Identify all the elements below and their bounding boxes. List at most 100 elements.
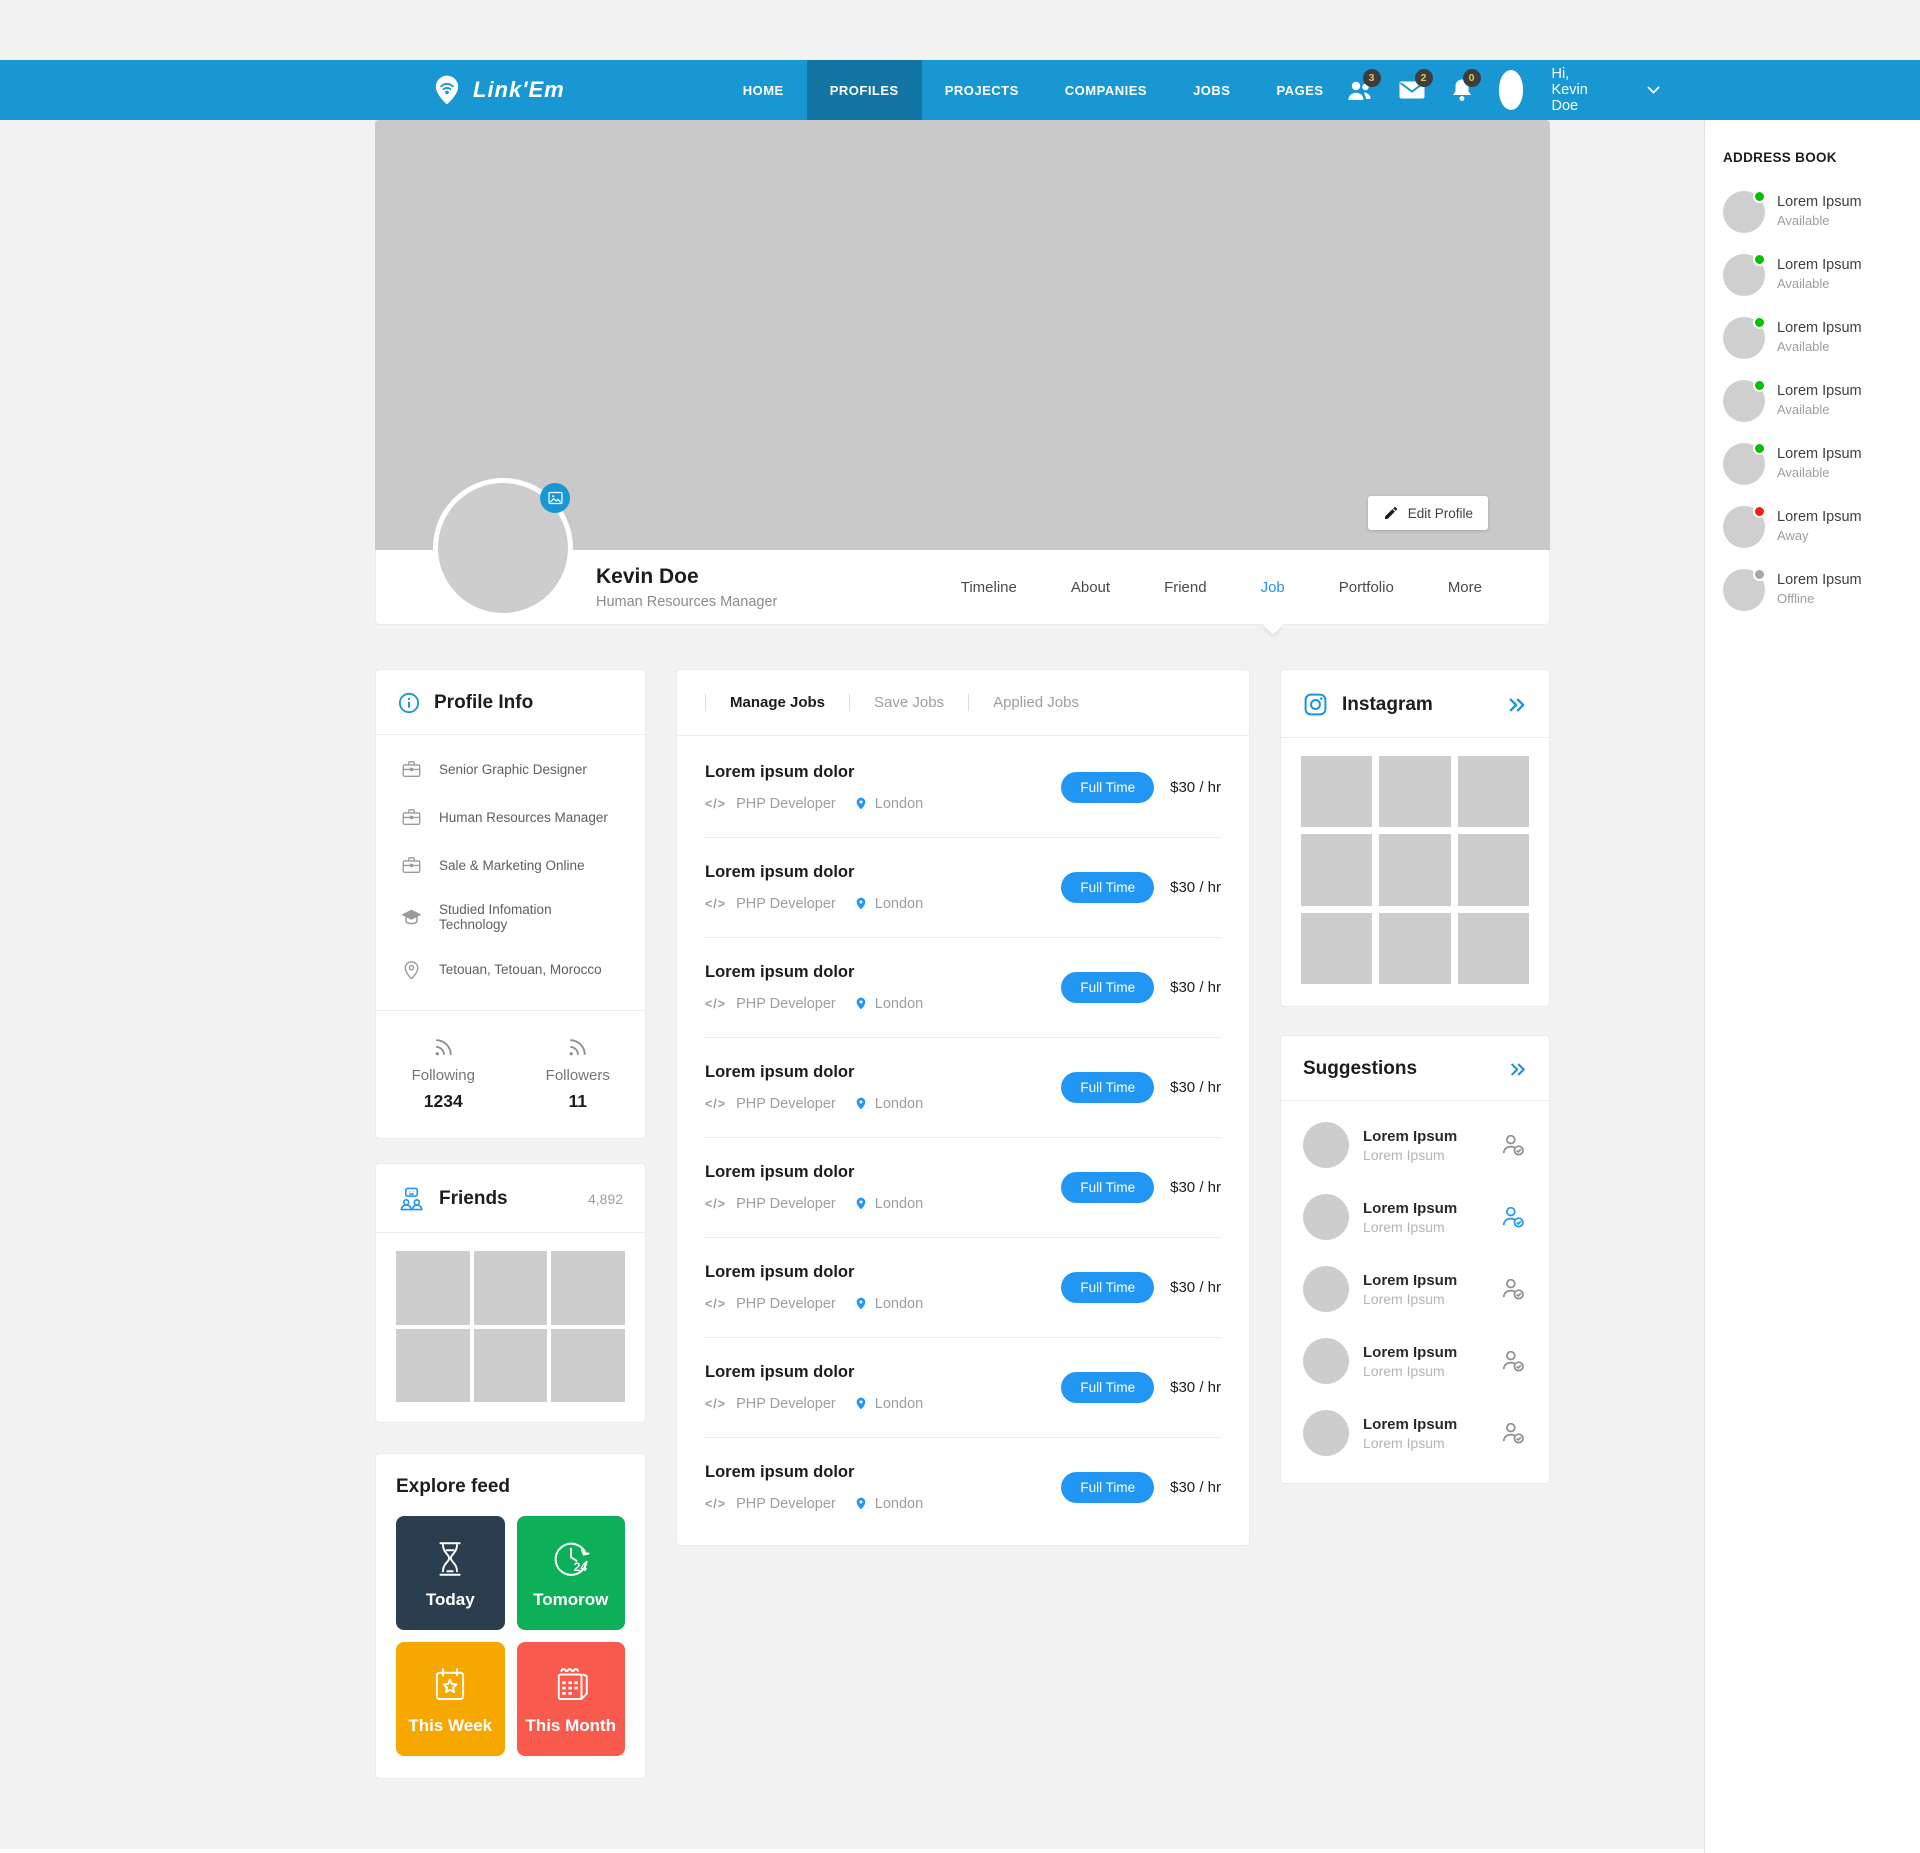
job-info: Lorem ipsum dolor </> PHP Developer bbox=[705, 863, 923, 912]
add-friend-button[interactable] bbox=[1500, 1348, 1527, 1374]
add-friend-button[interactable] bbox=[1500, 1276, 1527, 1302]
explore-tile-label: This Month bbox=[525, 1715, 617, 1735]
job-rate: $30 / hr bbox=[1170, 879, 1221, 896]
svg-text:24: 24 bbox=[574, 1560, 588, 1574]
contact-status: Available bbox=[1777, 275, 1830, 291]
chevron-down-icon[interactable] bbox=[1647, 86, 1660, 95]
instagram-photo[interactable] bbox=[1457, 912, 1530, 985]
job-row[interactable]: Lorem ipsum dolor </> PHP Developer bbox=[705, 1438, 1221, 1537]
explore-tile[interactable]: 24 Tomorow bbox=[516, 1516, 625, 1631]
add-friend-button[interactable] bbox=[1500, 1420, 1527, 1446]
address-book-contact[interactable]: Lorem Ipsum Available bbox=[1723, 253, 1904, 296]
code-icon: </> bbox=[705, 1196, 727, 1211]
address-book-contact[interactable]: Lorem Ipsum Offline bbox=[1723, 568, 1904, 611]
friend-photo[interactable] bbox=[551, 1328, 626, 1403]
job-type-badge[interactable]: Full Time bbox=[1061, 1472, 1155, 1503]
address-book-contact[interactable]: Lorem Ipsum Available bbox=[1723, 442, 1904, 485]
instagram-photo[interactable] bbox=[1301, 756, 1373, 828]
contact-status: Available bbox=[1777, 212, 1830, 228]
instagram-photo[interactable] bbox=[1379, 912, 1451, 985]
jobs-tab[interactable]: Applied Jobs bbox=[968, 694, 1103, 711]
profile-tab[interactable]: Friend bbox=[1137, 550, 1234, 625]
jobs-tab[interactable]: Save Jobs bbox=[849, 694, 968, 711]
job-right: Full Time $30 / hr bbox=[1061, 1272, 1221, 1303]
explore-tile[interactable]: This Month bbox=[516, 1642, 625, 1757]
jobs-tabs: Manage Jobs Save Jobs Applied Jobs bbox=[677, 670, 1249, 736]
job-row[interactable]: Lorem ipsum dolor </> PHP Developer bbox=[705, 1038, 1221, 1138]
double-chevron-right-icon bbox=[1509, 698, 1525, 711]
follow-stat[interactable]: Followers 11 bbox=[511, 1035, 646, 1112]
instagram-photo[interactable] bbox=[1379, 756, 1451, 828]
instagram-photo[interactable] bbox=[1379, 834, 1451, 906]
change-photo-button[interactable] bbox=[540, 483, 570, 513]
instagram-photo[interactable] bbox=[1457, 756, 1530, 828]
follow-stat[interactable]: Following 1234 bbox=[376, 1035, 511, 1112]
edit-profile-button[interactable]: Edit Profile bbox=[1367, 496, 1488, 530]
image-icon bbox=[547, 491, 563, 505]
profile-info-text: Studied Infomation Technology bbox=[439, 902, 552, 932]
nav-item[interactable]: HOME bbox=[720, 60, 807, 120]
friend-photo[interactable] bbox=[473, 1328, 548, 1403]
messages-button[interactable]: 2 bbox=[1399, 69, 1433, 103]
job-type-badge[interactable]: Full Time bbox=[1061, 1172, 1155, 1203]
friends-count: 4,892 bbox=[587, 1191, 623, 1207]
job-row[interactable]: Lorem ipsum dolor </> PHP Developer bbox=[705, 838, 1221, 938]
contact-avatar bbox=[1723, 568, 1766, 611]
profile-tab[interactable]: Portfolio bbox=[1312, 550, 1421, 625]
friend-photo[interactable] bbox=[551, 1251, 626, 1325]
job-row[interactable]: Lorem ipsum dolor </> PHP Developer bbox=[705, 1138, 1221, 1238]
address-book-contact[interactable]: Lorem Ipsum Available bbox=[1723, 316, 1904, 359]
add-friend-button[interactable] bbox=[1500, 1132, 1527, 1158]
add-friend-button[interactable] bbox=[1500, 1204, 1527, 1230]
suggestions-more-button[interactable] bbox=[1509, 1062, 1527, 1077]
explore-tile[interactable]: This Week bbox=[396, 1642, 505, 1757]
friend-requests-button[interactable]: 3 bbox=[1347, 69, 1381, 103]
nav-item[interactable]: PROFILES bbox=[806, 60, 922, 120]
job-row[interactable]: Lorem ipsum dolor </> PHP Developer bbox=[705, 1338, 1221, 1438]
explore-tile[interactable]: Today bbox=[396, 1516, 505, 1631]
job-type-badge[interactable]: Full Time bbox=[1061, 872, 1155, 903]
user-avatar[interactable] bbox=[1498, 70, 1524, 110]
instagram-photo[interactable] bbox=[1301, 912, 1373, 985]
jobs-tab[interactable]: Manage Jobs bbox=[705, 694, 849, 711]
notifications-badge: 0 bbox=[1462, 69, 1481, 87]
nav-item[interactable]: PROJECTS bbox=[922, 60, 1042, 120]
profile-tab[interactable]: Timeline bbox=[934, 550, 1044, 625]
job-rate: $30 / hr bbox=[1170, 1279, 1221, 1296]
edit-profile-label: Edit Profile bbox=[1407, 505, 1473, 521]
friend-photo[interactable] bbox=[473, 1251, 548, 1325]
job-type-badge[interactable]: Full Time bbox=[1061, 1372, 1155, 1403]
job-type-badge[interactable]: Full Time bbox=[1061, 1272, 1155, 1303]
friend-photo[interactable] bbox=[396, 1328, 470, 1403]
job-role: PHP Developer bbox=[736, 1495, 836, 1512]
notifications-button[interactable]: 0 bbox=[1451, 69, 1481, 103]
job-row[interactable]: Lorem ipsum dolor </> PHP Developer bbox=[705, 738, 1221, 838]
status-dot bbox=[1753, 253, 1766, 266]
friend-photo[interactable] bbox=[396, 1251, 470, 1325]
job-row[interactable]: Lorem ipsum dolor </> PHP Developer bbox=[705, 938, 1221, 1038]
friends-card: Friends 4,892 bbox=[375, 1163, 646, 1424]
address-book-contact[interactable]: Lorem Ipsum Available bbox=[1723, 379, 1904, 422]
nav-item[interactable]: PAGES bbox=[1253, 60, 1346, 120]
app-logo[interactable]: Link'Em bbox=[430, 73, 565, 107]
profile-role: Human Resources Manager bbox=[596, 593, 778, 610]
nav-item[interactable]: JOBS bbox=[1170, 60, 1253, 120]
job-type-badge[interactable]: Full Time bbox=[1061, 972, 1155, 1003]
job-location: London bbox=[874, 1495, 924, 1512]
nav-item[interactable]: COMPANIES bbox=[1042, 60, 1170, 120]
profile-tab[interactable]: About bbox=[1044, 550, 1137, 625]
instagram-photo[interactable] bbox=[1457, 834, 1530, 906]
address-book-contact[interactable]: Lorem Ipsum Away bbox=[1723, 505, 1904, 548]
job-row[interactable]: Lorem ipsum dolor </> PHP Developer bbox=[705, 1238, 1221, 1338]
address-book-contact[interactable]: Lorem Ipsum Available bbox=[1723, 190, 1904, 233]
profile-tab[interactable]: More bbox=[1421, 550, 1509, 625]
instagram-more-button[interactable] bbox=[1507, 697, 1527, 713]
hourglass-icon bbox=[429, 1537, 471, 1581]
contact-status: Available bbox=[1777, 401, 1830, 417]
job-type-badge[interactable]: Full Time bbox=[1061, 772, 1155, 803]
nav-item-label: COMPANIES bbox=[1064, 82, 1148, 98]
profile-tab[interactable]: Job bbox=[1234, 550, 1312, 625]
job-type-badge[interactable]: Full Time bbox=[1061, 1072, 1155, 1103]
instagram-photo[interactable] bbox=[1301, 834, 1373, 906]
job-role: PHP Developer bbox=[736, 795, 836, 812]
